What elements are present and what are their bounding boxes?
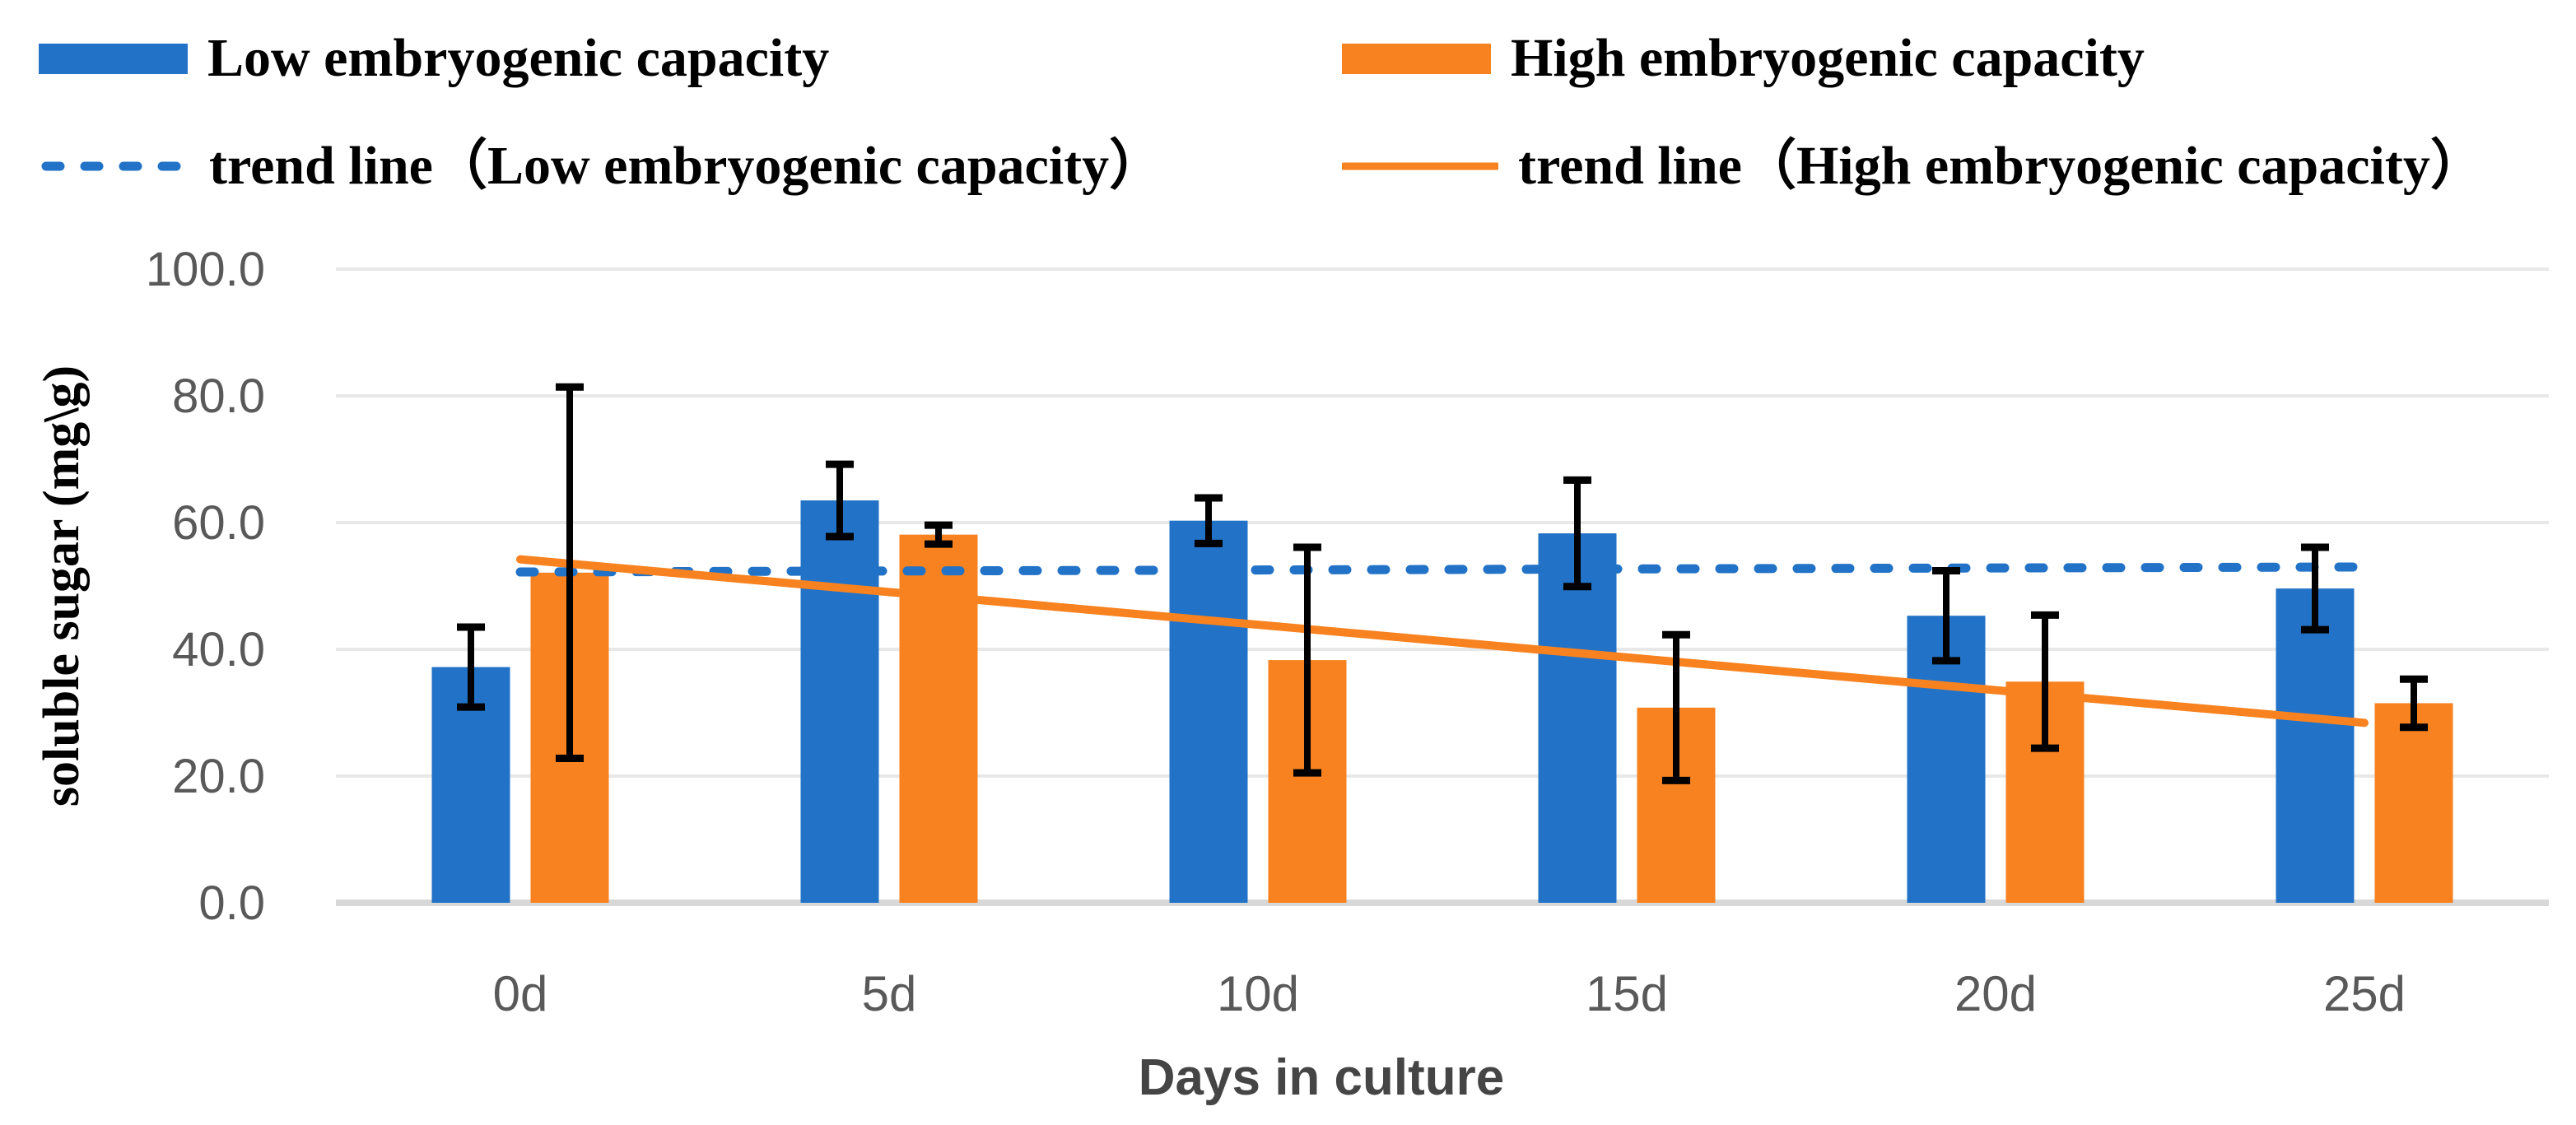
legend-item-trend-high: trend line（High embryogenic capacity） <box>1342 130 2485 202</box>
y-tick-label: 60.0 <box>172 496 265 550</box>
bar-low-5d <box>800 500 879 903</box>
legend-swatch-low <box>39 43 188 74</box>
legend-label-low: Low embryogenic capacity <box>207 28 830 88</box>
legend-label-trend-low: trend line（Low embryogenic capacity） <box>209 136 1164 196</box>
dashed-line-icon <box>41 161 187 171</box>
x-tick-label: 20d <box>1954 966 2037 1021</box>
y-tick-label: 80.0 <box>172 370 265 423</box>
bar-low-15d <box>1538 533 1617 903</box>
bar-low-10d <box>1169 520 1248 903</box>
x-tick-label: 0d <box>493 966 548 1021</box>
legend-item-low-bars: Low embryogenic capacity <box>39 22 829 95</box>
x-tick-label: 10d <box>1217 966 1299 1021</box>
legend-item-trend-low: trend line（Low embryogenic capacity） <box>39 130 1163 202</box>
x-tick-label: 5d <box>862 966 917 1021</box>
bar-high-5d <box>899 534 978 903</box>
bar-high-25d <box>2374 703 2453 903</box>
trendline-low <box>515 562 2369 577</box>
bar-low-25d <box>2276 588 2355 903</box>
y-tick-label: 0.0 <box>198 876 265 930</box>
legend-label-high: High embryogenic capacity <box>1511 28 2145 88</box>
y-tick-label: 100.0 <box>146 243 265 296</box>
x-axis-title: Days in culture <box>1139 1049 1504 1106</box>
legend-item-high-bars: High embryogenic capacity <box>1342 22 2145 95</box>
y-tick-label: 20.0 <box>172 750 265 803</box>
legend-label-trend-high: trend line（High embryogenic capacity） <box>1518 136 2485 196</box>
trendline-high <box>516 555 2369 728</box>
solid-line-icon <box>1342 162 1498 170</box>
x-tick-label: 15d <box>1586 966 1668 1021</box>
y-axis-title: soluble sugar (mg\g) <box>34 365 90 807</box>
y-tick-label: 40.0 <box>172 623 265 676</box>
x-tick-label: 25d <box>2323 966 2406 1021</box>
legend-swatch-high <box>1342 43 1491 74</box>
